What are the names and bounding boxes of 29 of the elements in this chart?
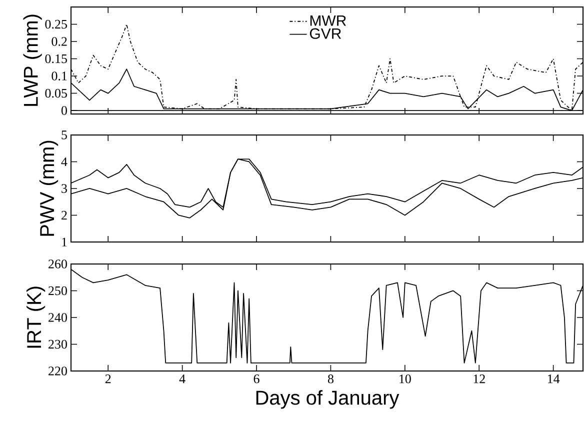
y-axis-title: IRT (K) bbox=[26, 286, 46, 348]
y-axis-title: PWV (mm) bbox=[39, 140, 58, 236]
x-tick-label: 12 bbox=[474, 374, 485, 384]
y-tick-label: 240 bbox=[48, 313, 67, 322]
y-tick-label: 3 bbox=[62, 184, 67, 193]
y-tick-label: 0.25 bbox=[45, 20, 67, 29]
y-tick-label: 0.2 bbox=[52, 37, 67, 46]
y-tick-label: 260 bbox=[48, 260, 67, 268]
y-tick-label: 2 bbox=[62, 210, 67, 220]
y-tick-label: 0 bbox=[61, 106, 67, 115]
x-tick-label: 2 bbox=[105, 374, 111, 384]
y-tick-label: 0.05 bbox=[45, 88, 67, 98]
y-tick-label: 220 bbox=[48, 366, 67, 376]
legend-label: MWR bbox=[310, 15, 346, 26]
y-tick-label: 5 bbox=[62, 130, 67, 140]
x-axis-title: Days of January bbox=[256, 390, 400, 409]
y-tick-label: 1 bbox=[62, 238, 67, 246]
legend-label: GVR bbox=[310, 28, 342, 39]
y-tick-label: 4 bbox=[61, 157, 68, 166]
y-tick-label: 0.1 bbox=[52, 72, 67, 80]
x-tick-label: 6 bbox=[254, 374, 260, 384]
x-tick-label: 10 bbox=[400, 374, 411, 384]
x-tick-label: 14 bbox=[548, 374, 560, 384]
y-tick-label: 250 bbox=[48, 286, 67, 296]
y-tick-label: 0.15 bbox=[45, 54, 67, 64]
y-tick-label: 230 bbox=[48, 340, 67, 349]
y-axis-title: LWP (mm) bbox=[23, 14, 42, 106]
x-tick-label: 8 bbox=[328, 374, 334, 384]
x-tick-label: 4 bbox=[179, 374, 186, 384]
